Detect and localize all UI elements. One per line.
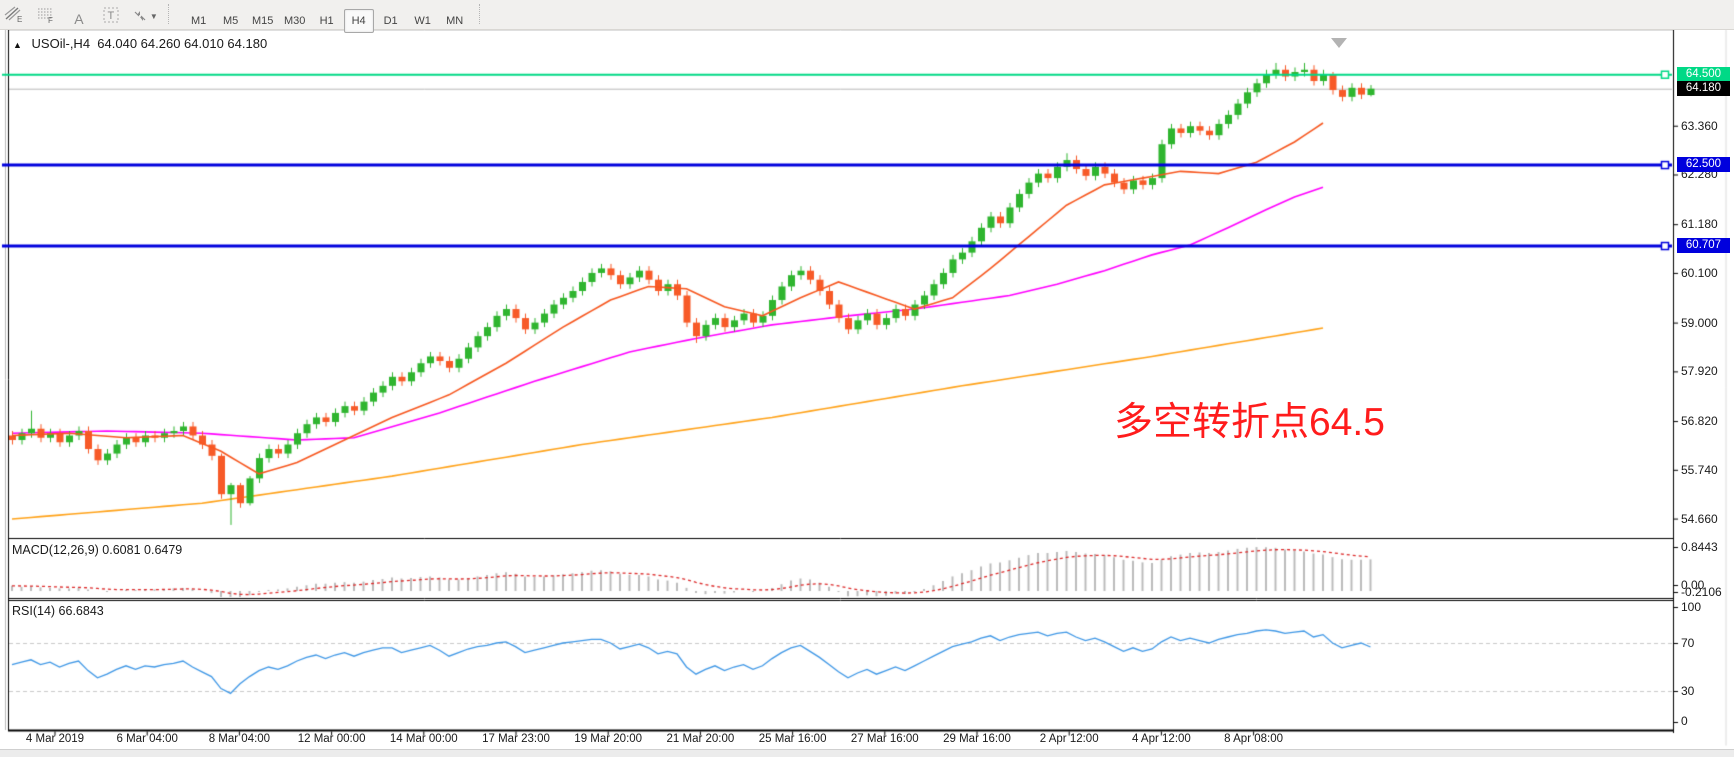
- timeframe-button-w1[interactable]: W1: [414, 15, 431, 27]
- price-line-label: 64.500: [1677, 66, 1730, 82]
- chart-annotation-text: 多空转折点64.5: [1114, 401, 1385, 444]
- price-tick-label: 59.000: [1681, 315, 1718, 330]
- label-a-icon[interactable]: A: [74, 11, 84, 27]
- time-axis-label: 4 Apr 12:00: [1131, 733, 1191, 745]
- time-axis-label: 25 Mar 16:00: [758, 733, 827, 745]
- timeframe-button-h1[interactable]: H1: [319, 15, 334, 27]
- timeframe-button-mn[interactable]: MN: [446, 15, 464, 27]
- toolbar-separator: [168, 4, 174, 24]
- price-tick-label: 61.180: [1681, 217, 1718, 232]
- time-axis-label: 4 Mar 2019: [25, 733, 85, 745]
- svg-text:F: F: [48, 16, 53, 24]
- timeframe-group: M1 M5 M15 M30 H1 H4 D1 W1 MN: [183, 9, 471, 33]
- rsi-axis-label: 100: [1681, 600, 1702, 614]
- toolbar: E F A T ▼ M1 M5: [0, 0, 1734, 33]
- time-axis-label: 8 Mar 04:00: [208, 733, 271, 745]
- textbox-t-icon[interactable]: T: [98, 3, 124, 27]
- collapse-panel-icon[interactable]: ▲: [13, 40, 22, 50]
- time-axis-label: 6 Mar 04:00: [116, 733, 178, 745]
- price-tick-label: 63.360: [1681, 118, 1718, 133]
- timeframe-button-m15[interactable]: M15: [251, 15, 274, 27]
- time-axis-label: 29 Mar 16:00: [943, 733, 1011, 745]
- time-axis-label: 17 Mar 23:00: [482, 733, 550, 745]
- macd-axis-label: 0.8443: [1681, 540, 1718, 554]
- time-axis-label: 14 Mar 00:00: [389, 733, 458, 745]
- chart-shift-marker-icon: [1331, 38, 1347, 48]
- macd-axis-label: 0.00: [1681, 578, 1705, 592]
- price-tick-label: 55.740: [1681, 462, 1718, 477]
- price-tick-label: 57.920: [1681, 364, 1718, 379]
- price-tick-label: 60.100: [1681, 265, 1718, 280]
- price-tick-label: 56.820: [1681, 414, 1718, 429]
- price-line-label: 60.707: [1677, 238, 1730, 254]
- indicator-e-icon[interactable]: E: [1, 3, 27, 27]
- rsi-label: RSI(14) 66.6843: [12, 604, 104, 618]
- macd-axis-label: -0.2106: [1681, 585, 1722, 599]
- price-line-label: 64.180: [1677, 81, 1730, 97]
- timeframe-button-m5[interactable]: M5: [223, 15, 239, 27]
- symbol-label: USOil-,H4: [31, 36, 91, 51]
- time-axis-label: 27 Mar 16:00: [850, 733, 919, 745]
- toolbar-separator: [479, 4, 485, 24]
- price-line-label: 62.500: [1677, 157, 1730, 173]
- svg-text:T: T: [108, 10, 115, 22]
- bottom-strip: [0, 749, 1734, 757]
- price-tick-label: 54.660: [1681, 511, 1718, 526]
- time-axis-label: 8 Apr 08:00: [1224, 733, 1284, 745]
- rsi-axis-label: 0: [1681, 714, 1688, 728]
- time-axis-label: 21 Mar 20:00: [666, 733, 735, 745]
- chart-title: ▲ USOil-,H4 64.040 64.260 64.010 64.180: [13, 36, 267, 51]
- rsi-axis-label: 30: [1681, 684, 1695, 698]
- timeframe-button-m1[interactable]: M1: [191, 15, 207, 27]
- timeframe-button-h4[interactable]: H4: [343, 9, 374, 33]
- sort-arrows-icon[interactable]: ▼: [131, 4, 159, 28]
- time-axis-label: 2 Apr 12:00: [1039, 733, 1099, 745]
- time-axis-label: 12 Mar 00:00: [297, 733, 366, 745]
- time-axis-label: 19 Mar 20:00: [574, 733, 643, 745]
- rsi-axis-label: 70: [1681, 636, 1695, 650]
- timeframe-button-m30[interactable]: M30: [283, 15, 306, 27]
- svg-text:E: E: [17, 15, 22, 24]
- timeframe-button-d1[interactable]: D1: [383, 15, 398, 27]
- chevron-down-icon: ▼: [149, 11, 158, 21]
- grid-f-icon[interactable]: F: [33, 3, 59, 27]
- macd-label: MACD(12,26,9) 0.6081 0.6479: [12, 543, 183, 557]
- ohlc-values: 64.040 64.260 64.010 64.180: [97, 36, 268, 51]
